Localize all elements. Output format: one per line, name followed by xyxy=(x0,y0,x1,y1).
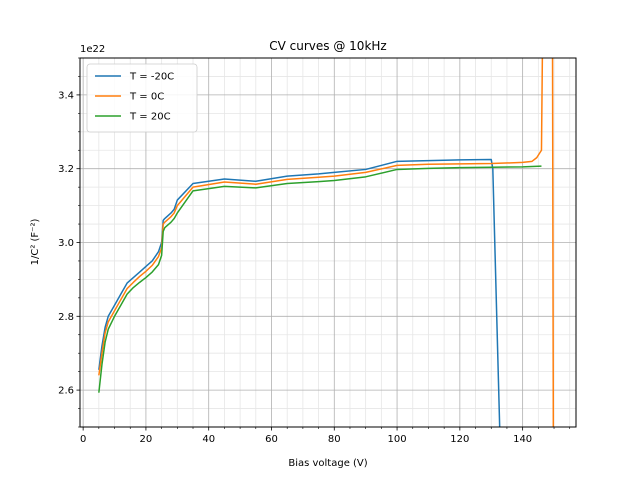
x-tick-label: 120 xyxy=(450,434,469,445)
x-tick-label: 100 xyxy=(388,434,407,445)
series-line-3 xyxy=(98,165,542,393)
y-axis-offset-label: 1e22 xyxy=(80,44,105,55)
y-tick-label: 3.4 xyxy=(58,90,74,101)
legend-entry: T = 0C xyxy=(129,92,164,103)
x-tick-label: 80 xyxy=(328,434,341,445)
legend-entry: T = -20C xyxy=(129,72,174,83)
x-tick-label: 60 xyxy=(265,434,278,445)
y-tick-label: 3.0 xyxy=(58,238,74,249)
y-axis-ticks: 2.6 2.8 3.0 3.2 3.4 xyxy=(58,57,80,428)
y-tick-label: 2.8 xyxy=(58,312,74,323)
x-tick-label: 140 xyxy=(513,434,532,445)
major-gridlines xyxy=(80,58,576,427)
legend-entry: T = 20C xyxy=(129,112,171,123)
series-line-2 xyxy=(98,58,555,427)
y-tick-label: 2.6 xyxy=(58,386,74,397)
x-tick-label: 20 xyxy=(140,434,153,445)
series-layer xyxy=(98,58,555,427)
x-axis-label: Bias voltage (V) xyxy=(288,458,367,469)
chart-title: CV curves @ 10kHz xyxy=(269,39,386,53)
x-tick-label: 40 xyxy=(202,434,215,445)
y-tick-label: 3.2 xyxy=(58,164,74,175)
legend-box xyxy=(86,63,198,133)
x-axis-ticks: 0 20 40 60 80 100 120 140 xyxy=(80,427,571,445)
x-tick-label: 0 xyxy=(80,434,86,445)
legend: T = -20C T = 0C T = 20C xyxy=(86,63,198,133)
y-axis-label: 1/C² (F⁻²) xyxy=(30,219,41,266)
series-line-1 xyxy=(98,158,501,427)
